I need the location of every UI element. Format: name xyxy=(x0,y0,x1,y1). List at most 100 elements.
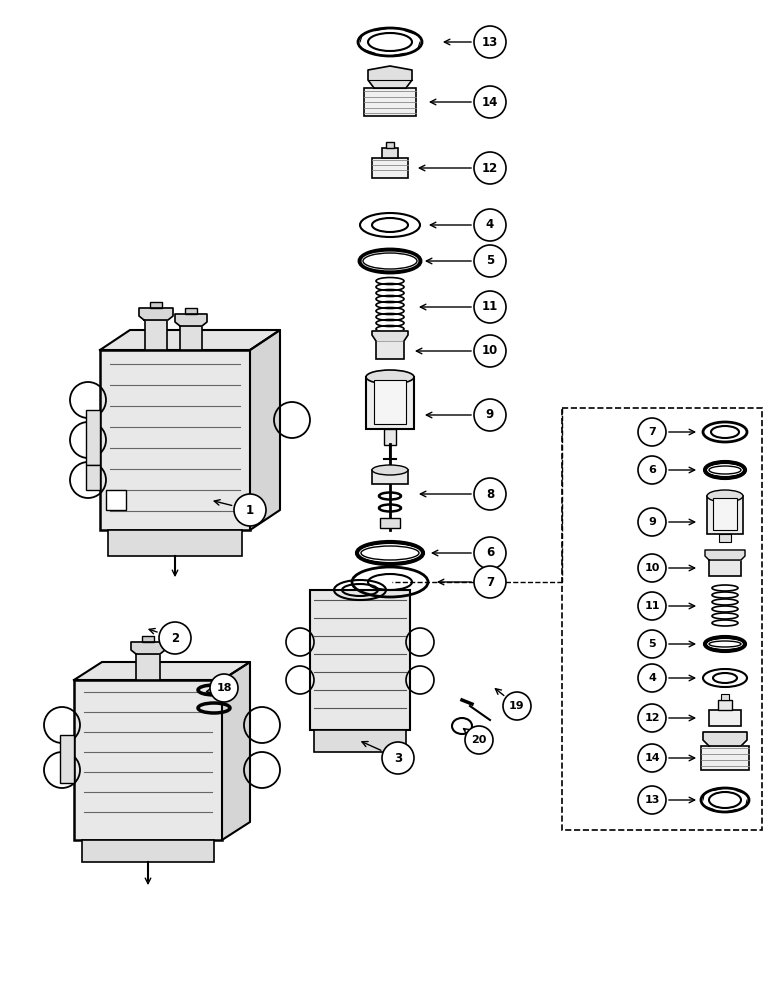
Text: 11: 11 xyxy=(645,601,660,611)
Text: 4: 4 xyxy=(648,673,656,683)
Polygon shape xyxy=(74,662,250,680)
Bar xyxy=(718,700,732,710)
Text: 12: 12 xyxy=(645,713,660,723)
Bar xyxy=(82,840,214,862)
Circle shape xyxy=(474,245,506,277)
Bar xyxy=(366,377,414,429)
Bar xyxy=(86,410,100,465)
Bar xyxy=(100,350,250,530)
Circle shape xyxy=(465,726,493,754)
Bar xyxy=(86,465,100,490)
Bar xyxy=(142,636,154,642)
Text: 8: 8 xyxy=(486,488,494,500)
Bar xyxy=(310,590,410,730)
Polygon shape xyxy=(139,308,173,320)
Text: 20: 20 xyxy=(472,735,486,745)
Bar xyxy=(382,148,398,158)
Circle shape xyxy=(474,86,506,118)
Bar xyxy=(376,341,404,359)
Text: 5: 5 xyxy=(486,254,494,267)
Text: 11: 11 xyxy=(482,300,498,314)
Circle shape xyxy=(638,554,666,582)
Text: 10: 10 xyxy=(645,563,660,573)
Circle shape xyxy=(474,478,506,510)
Circle shape xyxy=(638,786,666,814)
Polygon shape xyxy=(368,66,412,88)
Bar xyxy=(136,654,160,680)
Circle shape xyxy=(474,399,506,431)
Circle shape xyxy=(474,291,506,323)
Bar xyxy=(185,308,197,314)
Text: 18: 18 xyxy=(216,683,232,693)
Text: 3: 3 xyxy=(394,752,402,764)
Bar xyxy=(374,380,406,424)
Text: 6: 6 xyxy=(648,465,656,475)
Ellipse shape xyxy=(707,490,743,502)
Circle shape xyxy=(638,456,666,484)
Circle shape xyxy=(638,418,666,446)
Bar xyxy=(701,746,749,770)
Circle shape xyxy=(638,744,666,772)
Circle shape xyxy=(382,742,414,774)
Bar xyxy=(108,530,242,556)
Bar xyxy=(380,518,400,528)
Bar xyxy=(106,490,126,510)
Bar xyxy=(150,302,162,308)
Bar xyxy=(384,429,396,445)
Bar xyxy=(709,710,741,726)
Text: 14: 14 xyxy=(644,753,660,763)
Bar xyxy=(60,735,74,783)
Polygon shape xyxy=(222,662,250,840)
Circle shape xyxy=(474,209,506,241)
Polygon shape xyxy=(250,330,280,530)
Circle shape xyxy=(159,622,191,654)
Circle shape xyxy=(474,566,506,598)
Text: 13: 13 xyxy=(482,35,498,48)
Text: 10: 10 xyxy=(482,344,498,358)
Text: 12: 12 xyxy=(482,161,498,174)
Bar xyxy=(721,694,729,700)
Circle shape xyxy=(474,537,506,569)
Text: 5: 5 xyxy=(648,639,655,649)
Text: 7: 7 xyxy=(486,576,494,588)
Circle shape xyxy=(210,674,238,702)
Bar xyxy=(719,534,731,542)
Bar xyxy=(145,320,167,350)
Circle shape xyxy=(638,664,666,692)
Text: 4: 4 xyxy=(486,219,494,232)
Text: 9: 9 xyxy=(648,517,656,527)
Ellipse shape xyxy=(372,465,408,475)
Polygon shape xyxy=(100,330,280,350)
Bar xyxy=(707,496,743,534)
Bar xyxy=(372,158,408,178)
Text: 19: 19 xyxy=(510,701,525,711)
Polygon shape xyxy=(705,550,745,560)
Bar xyxy=(314,730,406,752)
Ellipse shape xyxy=(366,370,414,384)
Circle shape xyxy=(474,152,506,184)
Circle shape xyxy=(503,692,531,720)
Bar xyxy=(74,680,222,840)
Bar xyxy=(372,470,408,484)
Text: 13: 13 xyxy=(645,795,660,805)
Text: 6: 6 xyxy=(486,546,494,560)
Text: 14: 14 xyxy=(482,96,498,108)
Text: 2: 2 xyxy=(171,632,179,645)
Polygon shape xyxy=(372,331,408,341)
Polygon shape xyxy=(703,732,747,746)
Bar xyxy=(386,142,394,148)
Bar xyxy=(364,88,416,116)
Polygon shape xyxy=(131,642,165,654)
Bar xyxy=(180,326,202,350)
Circle shape xyxy=(234,494,266,526)
Text: 1: 1 xyxy=(246,504,254,516)
Polygon shape xyxy=(175,314,207,326)
Circle shape xyxy=(638,592,666,620)
Text: 9: 9 xyxy=(486,408,494,422)
Circle shape xyxy=(638,704,666,732)
Bar xyxy=(709,560,741,576)
Bar xyxy=(713,498,737,530)
Circle shape xyxy=(474,26,506,58)
Circle shape xyxy=(474,335,506,367)
Circle shape xyxy=(638,630,666,658)
